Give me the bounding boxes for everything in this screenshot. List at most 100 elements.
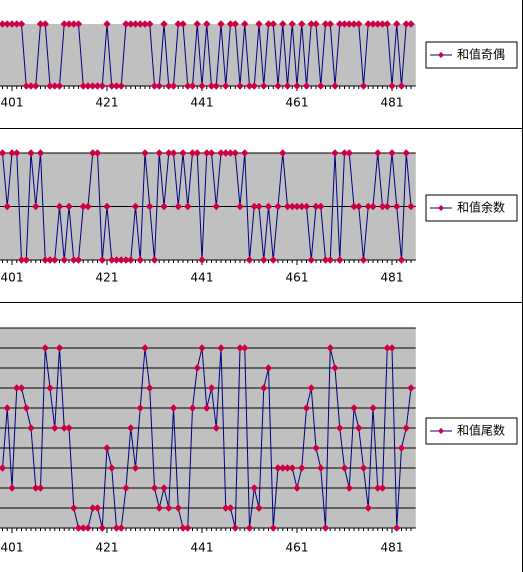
data-point (22, 404, 30, 412)
data-point (374, 20, 382, 28)
data-point (179, 149, 187, 157)
data-point (0, 20, 7, 28)
data-point (46, 82, 54, 90)
data-point (36, 20, 45, 28)
data-point (222, 504, 230, 512)
data-point (27, 424, 35, 432)
data-point (245, 82, 254, 90)
data-point (279, 149, 287, 157)
data-point (8, 20, 16, 28)
data-point (198, 256, 206, 264)
data-point (393, 20, 401, 28)
data-point (302, 404, 311, 412)
data-point (108, 82, 116, 90)
data-point (55, 82, 64, 90)
data-point (383, 202, 391, 211)
data-point (0, 149, 7, 157)
x-tick-label: 461 (286, 96, 309, 110)
data-point (84, 82, 92, 90)
data-point (22, 256, 30, 264)
data-point (212, 202, 220, 211)
data-point (136, 20, 144, 28)
data-point (165, 82, 173, 90)
data-point (317, 464, 325, 472)
data-point (312, 20, 320, 28)
data-point (108, 256, 116, 264)
data-point (98, 524, 106, 532)
data-point (84, 202, 92, 211)
data-point (127, 20, 135, 28)
data-point (17, 384, 26, 392)
data-point (108, 464, 116, 472)
data-point (41, 344, 49, 352)
data-point (13, 149, 21, 157)
legend-marker (438, 428, 444, 434)
data-point (93, 504, 102, 512)
data-point (160, 484, 168, 492)
data-point (359, 256, 368, 264)
data-point (36, 484, 45, 492)
data-point (93, 82, 102, 90)
data-point (340, 149, 349, 157)
data-point (345, 484, 353, 492)
x-tick-label: 401 (1, 96, 24, 110)
data-point (150, 82, 159, 90)
data-point (355, 202, 363, 211)
legend-label: 和值尾数 (457, 423, 505, 438)
data-point (122, 484, 130, 492)
data-point (98, 256, 106, 264)
data-point (122, 20, 130, 28)
data-point (260, 82, 268, 90)
data-point (131, 202, 140, 211)
data-point (207, 82, 216, 90)
data-point (103, 202, 111, 211)
data-point (193, 20, 201, 28)
data-point (326, 344, 334, 352)
data-point (155, 82, 163, 90)
data-point (41, 256, 49, 264)
data-point (350, 404, 358, 412)
data-point (378, 20, 387, 28)
data-point (212, 424, 220, 432)
data-point (350, 202, 358, 211)
data-point (255, 20, 263, 28)
data-point (260, 384, 268, 392)
data-point (217, 149, 225, 157)
data-point (279, 20, 287, 28)
data-point (321, 20, 330, 28)
data-point (279, 464, 287, 472)
data-point (212, 82, 220, 90)
data-point (184, 202, 192, 211)
data-point (293, 484, 301, 492)
data-point (131, 20, 140, 28)
x-tick-label: 421 (96, 541, 119, 555)
data-point (269, 20, 277, 28)
data-point (298, 464, 306, 472)
data-point (269, 524, 277, 532)
data-point (60, 424, 68, 432)
x-tick-label: 401 (1, 541, 24, 555)
data-point (369, 202, 377, 211)
data-point (302, 82, 311, 90)
data-point (331, 364, 339, 372)
data-point (131, 464, 140, 472)
data-point (364, 202, 372, 211)
x-tick-label: 481 (381, 271, 404, 285)
data-point (65, 202, 73, 211)
data-point (264, 202, 273, 211)
data-point (283, 82, 292, 90)
data-point (378, 202, 387, 211)
data-point (397, 444, 406, 452)
data-point (336, 20, 344, 28)
data-point (312, 444, 320, 452)
data-point (169, 82, 178, 90)
data-point (74, 524, 83, 532)
data-point (74, 256, 83, 264)
data-point (255, 202, 263, 211)
data-point (179, 20, 187, 28)
legend-label: 和值余数 (457, 200, 505, 215)
data-point (283, 464, 292, 472)
data-point (331, 149, 339, 157)
data-point (326, 20, 334, 28)
data-point (203, 149, 211, 157)
